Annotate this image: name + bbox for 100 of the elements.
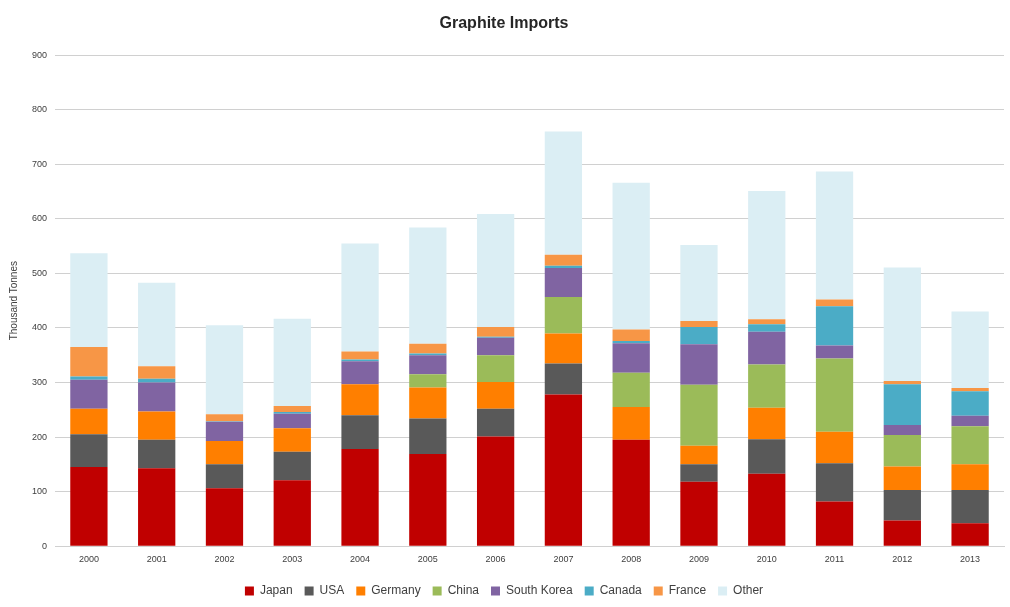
- bar: [748, 473, 786, 546]
- y-tick-label: 300: [31, 377, 48, 388]
- bar: [951, 415, 989, 427]
- bar: [409, 355, 447, 375]
- bar: [138, 382, 176, 412]
- bar: [951, 490, 989, 524]
- bar: [544, 267, 583, 297]
- bar: [951, 464, 989, 491]
- bar: [680, 344, 718, 385]
- x-tick-label: 2007: [553, 554, 574, 565]
- x-tick-label: 2000: [78, 554, 99, 565]
- bar: [341, 243, 379, 352]
- bar: [409, 374, 447, 388]
- y-tick-label: 400: [31, 322, 48, 333]
- bar: [70, 376, 108, 380]
- bar: [70, 434, 108, 468]
- bar: [205, 488, 244, 546]
- bar: [883, 490, 921, 521]
- legend-label: France: [668, 583, 707, 598]
- bar: [476, 436, 515, 546]
- bar: [273, 480, 311, 546]
- bar: [138, 282, 176, 367]
- bar: [409, 343, 447, 354]
- bar: [70, 253, 108, 348]
- legend-label: China: [447, 583, 480, 598]
- bar: [612, 341, 650, 344]
- bar: [205, 440, 244, 465]
- bar: [409, 418, 447, 454]
- bar: [476, 355, 515, 382]
- x-tick-label: 2006: [485, 554, 506, 565]
- bar: [70, 379, 108, 409]
- chart-title: Graphite Imports: [439, 14, 569, 32]
- bar: [680, 320, 718, 327]
- bar: [205, 464, 244, 489]
- bar: [748, 331, 786, 365]
- bar: [612, 182, 650, 330]
- bar: [951, 387, 989, 392]
- bar: [544, 363, 583, 395]
- x-tick-label: 2001: [146, 554, 167, 565]
- x-tick-label: 2002: [214, 554, 235, 565]
- bar: [476, 337, 515, 356]
- bar: [409, 227, 447, 344]
- x-tick-label: 2010: [756, 554, 777, 565]
- bar: [476, 326, 515, 337]
- bar: [273, 413, 311, 429]
- bar: [680, 245, 718, 321]
- bar: [883, 434, 921, 467]
- bar: [883, 267, 921, 381]
- bar: [680, 326, 718, 345]
- x-tick-label: 2004: [350, 554, 371, 565]
- y-tick-label: 600: [31, 213, 48, 224]
- bar: [138, 439, 176, 469]
- bar: [70, 347, 108, 377]
- bar: [951, 523, 989, 546]
- bar: [205, 414, 244, 422]
- y-tick-label: 0: [42, 540, 48, 551]
- bar: [815, 171, 854, 300]
- bar: [815, 299, 854, 307]
- bar: [273, 318, 311, 406]
- y-tick-label: 500: [31, 267, 48, 278]
- bar: [612, 407, 650, 440]
- bar: [680, 445, 718, 465]
- bar: [680, 481, 718, 546]
- legend-label: South Korea: [505, 583, 574, 598]
- legend-label: Germany: [371, 583, 421, 598]
- bar: [138, 468, 176, 546]
- bar: [815, 431, 854, 464]
- bar: [883, 425, 921, 435]
- bar: [951, 391, 989, 416]
- bar: [205, 421, 244, 441]
- y-tick-label: 100: [31, 486, 48, 497]
- bar: [612, 343, 650, 373]
- legend-label: Canada: [599, 583, 643, 598]
- bar: [883, 384, 921, 426]
- bar: [815, 345, 854, 359]
- bar: [951, 426, 989, 465]
- y-tick-label: 900: [31, 49, 48, 60]
- bar: [544, 131, 583, 255]
- bar: [341, 361, 379, 385]
- bar: [341, 384, 379, 416]
- bar: [815, 358, 854, 432]
- y-tick-label: 700: [31, 158, 48, 169]
- bar: [951, 311, 989, 388]
- x-tick-label: 2011: [824, 554, 845, 565]
- x-tick-label: 2008: [621, 554, 642, 565]
- y-axis-title: Thousand Tonnes: [7, 261, 19, 341]
- bar: [748, 364, 786, 408]
- legend-label: Other: [733, 583, 764, 598]
- bar: [815, 463, 854, 502]
- x-tick-label: 2013: [960, 554, 981, 565]
- bar: [544, 296, 583, 334]
- x-tick-label: 2003: [282, 554, 303, 565]
- bar: [138, 411, 176, 440]
- bar: [273, 428, 311, 452]
- bar: [544, 394, 583, 546]
- bar: [748, 324, 786, 332]
- bar: [341, 351, 379, 360]
- bar: [138, 378, 176, 383]
- bar: [476, 213, 515, 327]
- bar: [409, 387, 447, 419]
